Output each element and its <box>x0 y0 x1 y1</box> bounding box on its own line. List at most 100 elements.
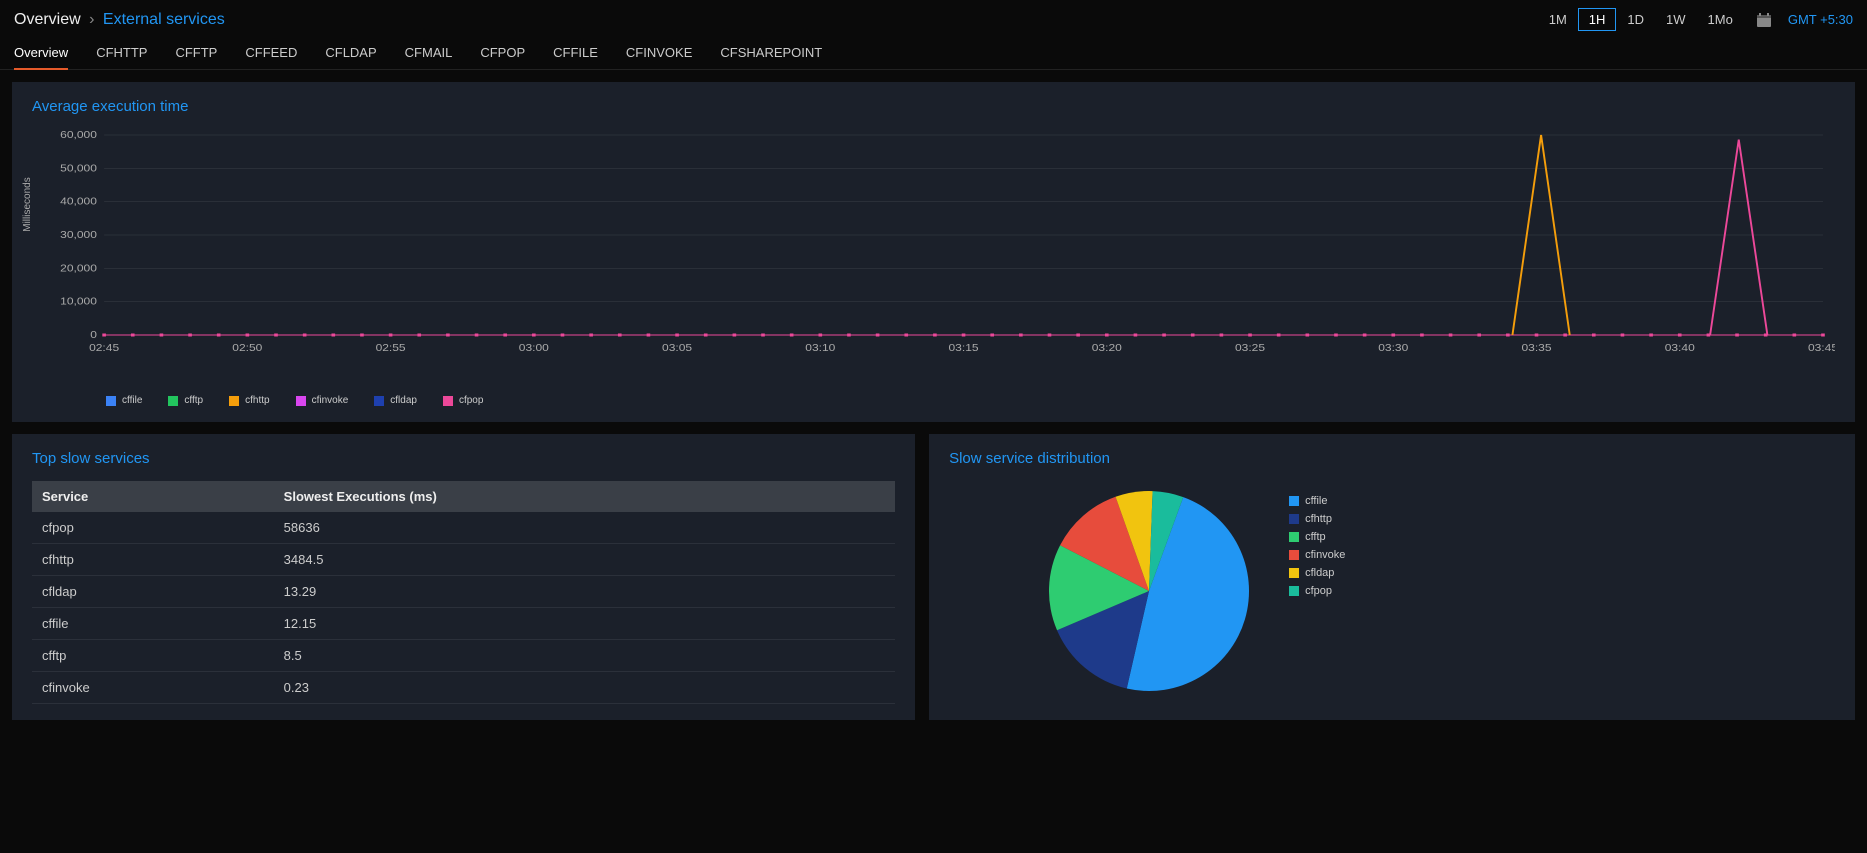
table-cell: 3484.5 <box>274 544 895 576</box>
calendar-icon[interactable] <box>1756 12 1772 28</box>
time-range-1mo[interactable]: 1Mo <box>1697 8 1744 31</box>
breadcrumb: Overview › External services <box>14 11 225 29</box>
legend-item-cfpop[interactable]: cfpop <box>1289 585 1345 597</box>
legend-swatch <box>1289 568 1299 578</box>
panel-title: Slow service distribution <box>949 450 1835 467</box>
pie-chart-legend: cffile cfhttp cfftp cfinvoke cfldap cfpop <box>1289 495 1345 597</box>
line-chart: 010,00020,00030,00040,00050,00060,00002:… <box>32 129 1835 359</box>
time-range-1h[interactable]: 1H <box>1578 8 1617 31</box>
time-range-1d[interactable]: 1D <box>1616 8 1655 31</box>
table-cell: cffile <box>32 608 274 640</box>
legend-swatch <box>106 396 116 406</box>
table-row: cfinvoke0.23 <box>32 672 895 704</box>
svg-text:03:20: 03:20 <box>1092 343 1122 354</box>
legend-item-cfhttp[interactable]: cfhttp <box>229 395 269 406</box>
svg-text:60,000: 60,000 <box>60 130 97 141</box>
legend-swatch <box>374 396 384 406</box>
svg-text:02:45: 02:45 <box>89 343 119 354</box>
chevron-right-icon: › <box>89 11 94 28</box>
legend-swatch <box>229 396 239 406</box>
table-cell: 12.15 <box>274 608 895 640</box>
svg-text:20,000: 20,000 <box>60 263 97 274</box>
legend-item-cfldap[interactable]: cfldap <box>374 395 417 406</box>
breadcrumb-leaf[interactable]: External services <box>103 11 225 28</box>
legend-item-cffile[interactable]: cffile <box>1289 495 1345 507</box>
tab-cfinvoke[interactable]: CFINVOKE <box>626 45 692 69</box>
time-range-1m[interactable]: 1M <box>1538 8 1578 31</box>
svg-text:0: 0 <box>90 330 97 341</box>
tab-overview[interactable]: Overview <box>14 45 68 70</box>
tab-cfpop[interactable]: CFPOP <box>480 45 525 69</box>
legend-item-cfinvoke[interactable]: cfinvoke <box>296 395 349 406</box>
svg-text:02:55: 02:55 <box>376 343 406 354</box>
table-row: cfpop58636 <box>32 512 895 544</box>
tab-cfhttp[interactable]: CFHTTP <box>96 45 147 69</box>
legend-label: cfhttp <box>245 395 269 406</box>
legend-item-cfinvoke[interactable]: cfinvoke <box>1289 549 1345 561</box>
tab-cfsharepoint[interactable]: CFSHAREPOINT <box>720 45 822 69</box>
table-row: cfhttp3484.5 <box>32 544 895 576</box>
legend-swatch <box>1289 496 1299 506</box>
svg-text:02:50: 02:50 <box>232 343 262 354</box>
table-row: cfldap13.29 <box>32 576 895 608</box>
legend-label: cfinvoke <box>312 395 349 406</box>
legend-item-cffile[interactable]: cffile <box>106 395 142 406</box>
svg-text:03:40: 03:40 <box>1665 343 1695 354</box>
legend-item-cfpop[interactable]: cfpop <box>443 395 483 406</box>
legend-swatch <box>443 396 453 406</box>
svg-text:03:10: 03:10 <box>805 343 835 354</box>
legend-label: cfinvoke <box>1305 549 1345 561</box>
legend-label: cfpop <box>1305 585 1332 597</box>
legend-item-cfftp[interactable]: cfftp <box>1289 531 1345 543</box>
table-cell: cfldap <box>32 576 274 608</box>
table-cell: 8.5 <box>274 640 895 672</box>
table-cell: cfpop <box>32 512 274 544</box>
tab-cfldap[interactable]: CFLDAP <box>325 45 376 69</box>
legend-label: cffile <box>122 395 142 406</box>
svg-text:03:30: 03:30 <box>1378 343 1408 354</box>
slow-services-table: ServiceSlowest Executions (ms) cfpop5863… <box>32 481 895 704</box>
legend-label: cfftp <box>1305 531 1326 543</box>
tab-cffeed[interactable]: CFFEED <box>245 45 297 69</box>
legend-swatch <box>1289 514 1299 524</box>
table-cell: cfinvoke <box>32 672 274 704</box>
tab-cfmail[interactable]: CFMAIL <box>405 45 453 69</box>
tabs: Overview CFHTTP CFFTP CFFEED CFLDAP CFMAIL CFP… <box>0 35 1867 70</box>
svg-text:03:35: 03:35 <box>1521 343 1551 354</box>
svg-text:30,000: 30,000 <box>60 230 97 241</box>
time-range-1w[interactable]: 1W <box>1655 8 1697 31</box>
legend-item-cfldap[interactable]: cfldap <box>1289 567 1345 579</box>
table-cell: cfhttp <box>32 544 274 576</box>
breadcrumb-root[interactable]: Overview <box>14 11 81 28</box>
table-row: cffile12.15 <box>32 608 895 640</box>
time-range-selector: 1M1H1D1W1Mo GMT +5:30 <box>1538 8 1853 31</box>
legend-label: cfhttp <box>1305 513 1332 525</box>
tab-cffile[interactable]: CFFILE <box>553 45 598 69</box>
svg-text:03:00: 03:00 <box>519 343 549 354</box>
table-cell: 0.23 <box>274 672 895 704</box>
legend-label: cfldap <box>1305 567 1334 579</box>
legend-swatch <box>1289 586 1299 596</box>
legend-swatch <box>1289 532 1299 542</box>
legend-label: cfpop <box>459 395 483 406</box>
svg-text:10,000: 10,000 <box>60 297 97 308</box>
svg-text:03:25: 03:25 <box>1235 343 1265 354</box>
legend-item-cfftp[interactable]: cfftp <box>168 395 203 406</box>
avg-exec-time-panel: Average execution time Milliseconds 010,… <box>12 82 1855 422</box>
panel-title: Top slow services <box>32 450 895 467</box>
svg-text:40,000: 40,000 <box>60 197 97 208</box>
legend-swatch <box>168 396 178 406</box>
svg-text:03:05: 03:05 <box>662 343 692 354</box>
timezone-label[interactable]: GMT +5:30 <box>1788 12 1853 27</box>
legend-label: cfldap <box>390 395 417 406</box>
svg-text:03:15: 03:15 <box>949 343 979 354</box>
table-cell: 58636 <box>274 512 895 544</box>
tab-cfftp[interactable]: CFFTP <box>175 45 217 69</box>
legend-item-cfhttp[interactable]: cfhttp <box>1289 513 1345 525</box>
legend-label: cffile <box>1305 495 1327 507</box>
table-cell: cfftp <box>32 640 274 672</box>
top-slow-services-panel: Top slow services ServiceSlowest Executi… <box>12 434 915 720</box>
column-header: Slowest Executions (ms) <box>274 481 895 512</box>
line-chart-legend: cffile cfftp cfhttp cfinvoke cfldap cfpop <box>106 395 1835 406</box>
legend-swatch <box>296 396 306 406</box>
